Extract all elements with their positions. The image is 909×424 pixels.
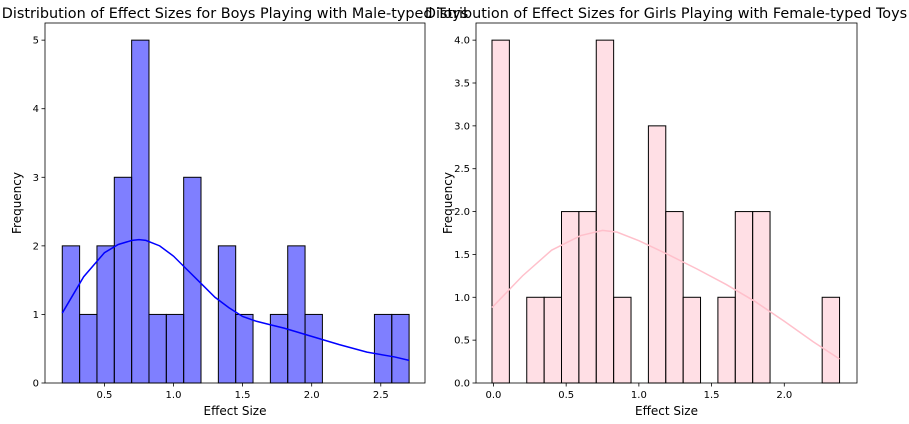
girls-histogram-bar [491,39,510,384]
boys-histogram-bar [373,313,393,384]
boys-x-tick-label: 1.5 [235,390,251,401]
girls-y-axis-label: Frequency [441,172,455,234]
girls-y-tick-label: 1.0 [454,293,470,304]
girls-x-tick-label: 2.0 [776,390,792,401]
girls-y-tick-label: 2.5 [454,164,470,175]
girls-histogram-bar [717,296,736,384]
boys-plot-frame [44,22,426,384]
girls-y-tick-label: 0.0 [454,379,470,390]
boys-histogram-bar [235,313,254,384]
girls-y-tick-label: 1.5 [454,250,470,261]
boys-histogram-bar [287,245,306,384]
boys-histogram-bar [113,176,133,384]
boys-y-axis-label: Frequency [10,172,24,234]
boys-y-tick-label: 1 [33,310,39,321]
boys-histogram-bar [79,313,98,384]
girls-y-tick-label: 4.0 [454,36,470,47]
boys-x-tick-label: 1.0 [166,390,182,401]
boys-histogram-bar [391,313,410,384]
girls-histogram-bar [613,296,632,384]
girls-histogram-bar [734,211,754,384]
boys-y-tick-label: 3 [33,173,39,184]
boys-x-tick-label: 2.0 [304,390,320,401]
girls-x-tick-label: 0.0 [485,390,501,401]
girls-histogram-bar [647,125,667,384]
girls-kde-line [491,229,840,360]
girls-y-tick-label: 2.0 [454,207,470,218]
girls-histogram-bar [543,296,563,384]
girls-x-tick-label: 1.5 [704,390,720,401]
girls-histogram-bar [752,211,771,384]
boys-histogram-bar [61,245,81,384]
girls-y-tick-label: 3.5 [454,79,470,90]
boys-histogram-bar [217,245,237,384]
girls-histogram-bar [578,211,597,384]
boys-y-tick-label: 0 [33,379,39,390]
girls-x-tick-label: 1.0 [631,390,647,401]
boys-y-tick-label: 2 [33,241,39,252]
boys-histogram-bar [148,313,167,384]
girls-y-tick-label: 0.5 [454,336,470,347]
boys-y-tick-label: 5 [33,36,39,47]
boys-chart-title: Distribution of Effect Sizes for Boys Pl… [2,6,468,22]
boys-histogram-bar [96,245,115,384]
boys-histogram-bar [304,313,323,384]
boys-panel: 0.5 1.0 1.5 2.0 2.5 0 1 2 3 4 5 Effect Size Frequenc… [2,6,468,418]
girls-histogram-bar [682,296,702,384]
girls-plot-frame [475,22,858,384]
girls-chart-title: Distribution of Effect Sizes for Girls P… [425,6,907,22]
boys-histogram-bar [131,39,150,384]
girls-x-axis-label: Effect Size [635,404,698,418]
boys-x-tick-label: 0.5 [96,390,112,401]
girls-panel: 0.0 0.5 1.0 1.5 2.0 0.0 0.5 1.0 1.5 2.0 2.5 3.0 3.5 4… [425,6,907,418]
girls-y-tick-label: 3.0 [454,121,470,132]
boys-x-tick-label: 2.5 [373,390,389,401]
boys-kde-line [61,238,410,362]
girls-histogram-bar [821,296,841,384]
boys-y-tick-label: 4 [33,104,39,115]
girls-histogram-bar [595,39,615,384]
boys-histogram-bar [165,313,185,384]
girls-histogram-bar [665,211,684,384]
girls-histogram-bar [526,296,545,384]
girls-x-tick-label: 0.5 [558,390,574,401]
boys-x-axis-label: Effect Size [204,404,267,418]
